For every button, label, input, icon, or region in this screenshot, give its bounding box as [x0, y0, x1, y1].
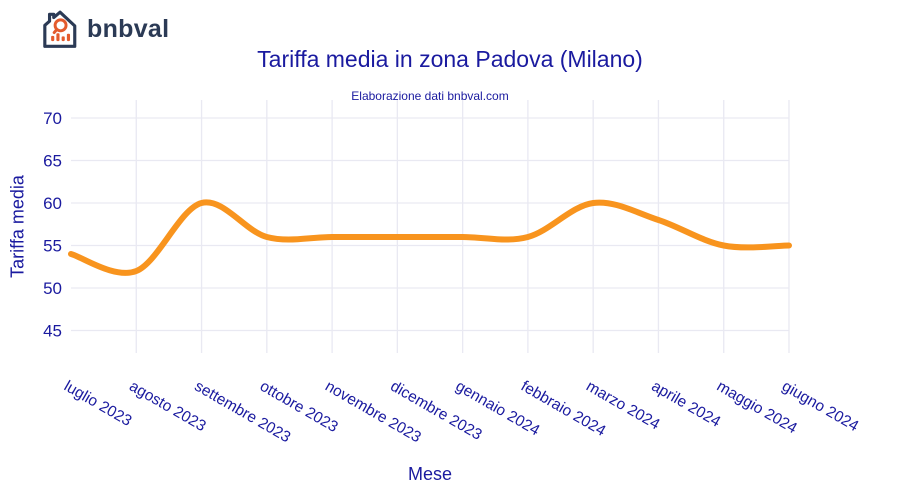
- x-axis-label: Mese: [407, 464, 452, 484]
- bar-chart-icon: [51, 33, 71, 42]
- chart-title: Tariffa media in zona Padova (Milano): [257, 46, 643, 72]
- x-tick-label: luglio 2023: [61, 378, 134, 430]
- y-tick-label: 55: [43, 237, 62, 256]
- y-tick-label: 65: [43, 152, 62, 171]
- y-tick-label: 70: [43, 109, 62, 128]
- magnifier-icon: [53, 18, 68, 33]
- logo-wordmark: bnbval: [87, 14, 170, 43]
- bnbval-house-icon: [43, 10, 77, 48]
- y-tick-label: 45: [43, 322, 62, 341]
- chart-subtitle: Elaborazione dati bnbval.com: [351, 89, 509, 103]
- house-outline: [43, 10, 77, 48]
- y-tick-label: 60: [43, 194, 62, 213]
- magnifier-handle: [52, 28, 59, 35]
- y-axis-label: Tariffa media: [7, 175, 28, 278]
- y-tick-label: 50: [43, 279, 62, 298]
- bnbval-logo: bnbval: [38, 8, 169, 50]
- line-series-tariffa-media: [68, 199, 792, 276]
